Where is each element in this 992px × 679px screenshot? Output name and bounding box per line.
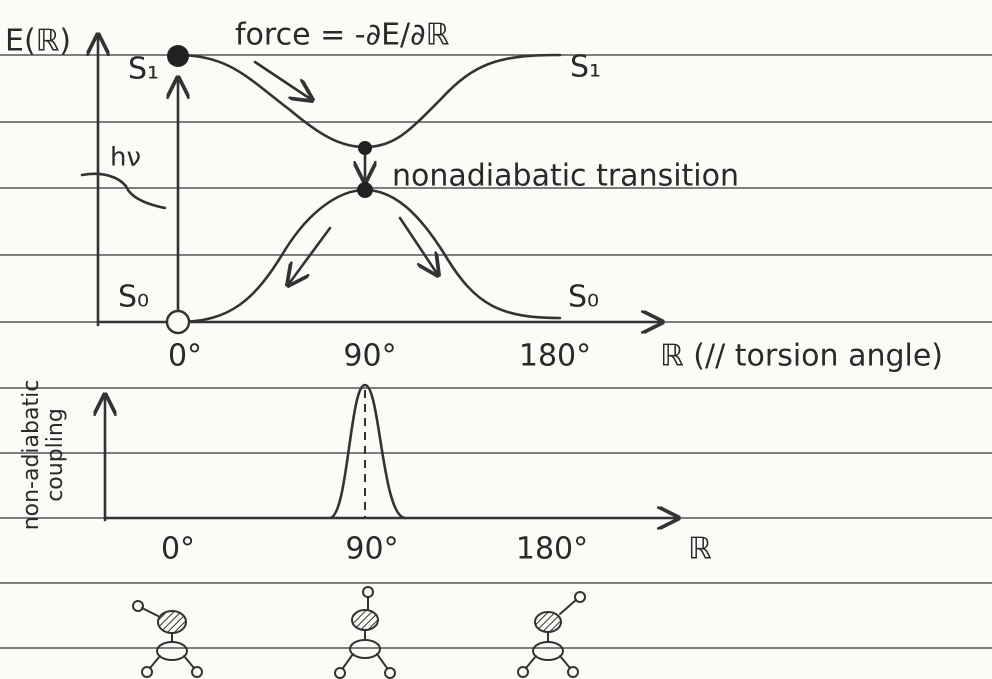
state-label: S₀: [568, 280, 599, 315]
photon-label: hν: [110, 143, 141, 173]
molecule-0: [132, 600, 203, 678]
upper-plot: E(ℝ) S₁ force = -∂E/∂ℝ S₁ hν nonadiabati…: [5, 18, 943, 374]
y-axis-label: coupling: [43, 408, 68, 502]
relax-arrow-left: [288, 226, 332, 285]
force-label: force = -∂E/∂ℝ: [235, 18, 450, 53]
s1-min-dot: [358, 141, 372, 155]
s1-start-dot: [167, 45, 189, 67]
s0-start-circle: [165, 309, 191, 335]
molecule-90: [334, 586, 396, 679]
photon-pointer: [80, 172, 167, 210]
x-tick-label: 180°: [519, 339, 591, 374]
x-tick-label: 0°: [168, 339, 202, 374]
x-tick-label: 0°: [161, 532, 195, 567]
x-tick-label: 90°: [343, 339, 396, 374]
x-axis-label: ℝ (// torsion angle): [660, 339, 943, 374]
x-tick-label: 90°: [345, 532, 398, 567]
molecule-180: [517, 591, 586, 678]
s0-max-dot: [357, 182, 373, 198]
lower-plot: non-adiabatic coupling 0° 90° 180° ℝ: [19, 380, 712, 567]
s0-curve: [176, 188, 562, 324]
y-axis-label: non-adiabatic: [19, 380, 44, 531]
relax-arrow-right: [398, 216, 438, 275]
y-axis-label: E(ℝ): [5, 24, 71, 59]
state-label: S₁: [570, 50, 601, 85]
state-label: S₀: [118, 280, 149, 315]
s1-curve: [176, 53, 562, 149]
x-tick-label: 180°: [516, 532, 588, 567]
transition-label: nonadiabatic transition: [392, 159, 739, 194]
coupling-peak: [328, 383, 407, 520]
state-label: S₁: [128, 52, 159, 87]
force-arrow: [253, 60, 312, 100]
x-axis-label: ℝ: [688, 532, 712, 567]
